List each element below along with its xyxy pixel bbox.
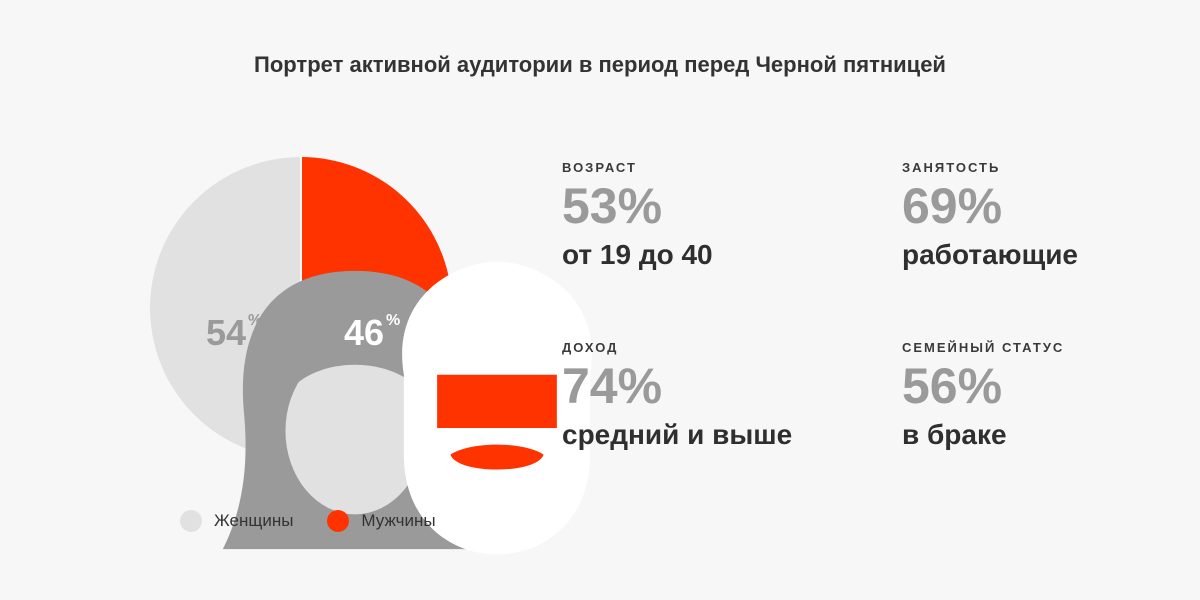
slice-unit-men: % xyxy=(386,312,401,329)
slice-unit-women: % xyxy=(248,312,263,329)
stat-description: работающие xyxy=(902,239,1078,270)
slice-value-men: 46 xyxy=(344,312,385,353)
stat-value: 53% xyxy=(562,178,663,234)
slice-value-women: 54 xyxy=(206,312,247,353)
slice-label-women: 54% xyxy=(206,312,263,353)
stat-description: от 19 до 40 xyxy=(562,239,713,270)
stat-description: средний и выше xyxy=(562,419,793,450)
legend: Женщины Мужчины xyxy=(180,510,436,532)
chart-title: Портрет активной аудитории в период пере… xyxy=(254,52,946,77)
stat-description: в браке xyxy=(902,419,1007,450)
stat-label: ВОЗРАСТ xyxy=(562,160,637,175)
stat-label: СЕМЕЙНЫЙ СТАТУС xyxy=(902,340,1065,355)
legend-label-women: Женщины xyxy=(214,511,294,530)
legend-item-women: Женщины xyxy=(180,510,293,532)
legend-item-men: Мужчины xyxy=(327,510,436,532)
stat-value: 69% xyxy=(902,178,1003,234)
stat-label: ЗАНЯТОСТЬ xyxy=(902,160,1001,175)
stat-employment: ЗАНЯТОСТЬ 69% работающие xyxy=(902,160,1078,271)
stat-label: ДОХОД xyxy=(562,340,619,355)
stat-value: 74% xyxy=(562,358,663,414)
slice-label-men: 46% xyxy=(344,312,401,353)
legend-label-men: Мужчины xyxy=(361,511,436,530)
stat-value: 56% xyxy=(902,358,1003,414)
man-icon xyxy=(402,261,592,555)
stat-income: ДОХОД 74% средний и выше xyxy=(562,340,792,451)
legend-swatch-men xyxy=(327,510,350,532)
pie-chart: 54% 46% xyxy=(148,155,592,555)
stat-age: ВОЗРАСТ 53% от 19 до 40 xyxy=(562,160,713,271)
stat-marital-status: СЕМЕЙНЫЙ СТАТУС 56% в браке xyxy=(902,340,1064,451)
legend-swatch-women xyxy=(180,510,202,532)
